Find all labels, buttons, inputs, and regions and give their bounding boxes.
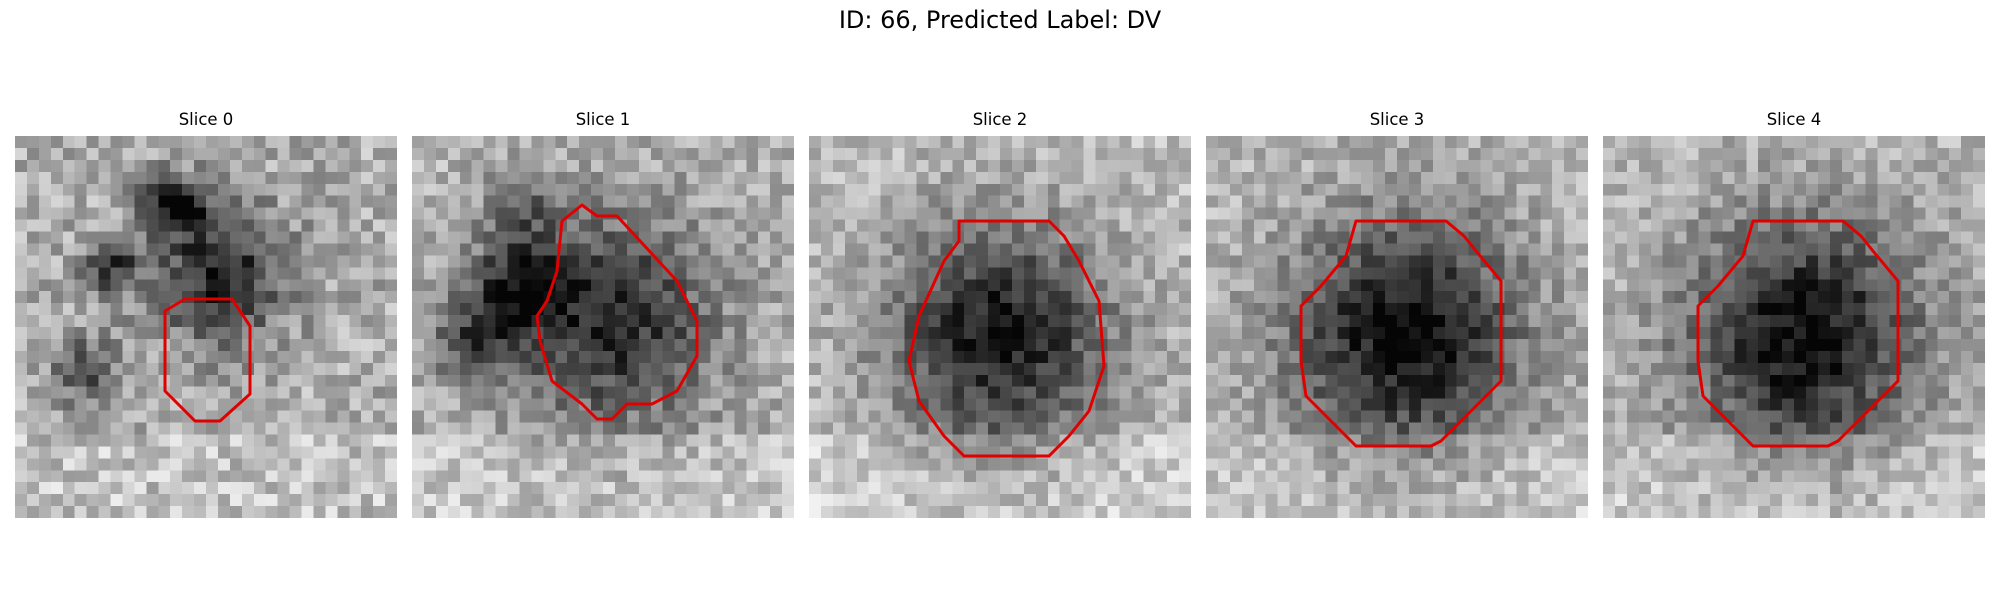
slice-title-0: Slice 0 xyxy=(178,110,234,129)
pixel-grid xyxy=(1206,136,1588,518)
slice-panel-1: Slice 1 xyxy=(412,104,794,518)
slice-panel-4: Slice 4 xyxy=(1603,104,1985,518)
slice-title-2: Slice 2 xyxy=(972,110,1028,129)
pixel-grid xyxy=(809,136,1191,518)
pixel-grid xyxy=(15,136,397,518)
pixel-grid xyxy=(412,136,794,518)
segmentation-contour xyxy=(535,203,699,421)
slice-title-1: Slice 1 xyxy=(575,110,631,129)
segmentation-contour xyxy=(1696,219,1900,448)
segmentation-contour xyxy=(163,297,252,423)
slice-image-2 xyxy=(809,136,1191,518)
slice-image-3 xyxy=(1206,136,1588,518)
slice-panel-0: Slice 0 xyxy=(15,104,397,518)
slice-title-3: Slice 3 xyxy=(1369,110,1425,129)
slice-image-4 xyxy=(1603,136,1985,518)
slice-image-1 xyxy=(412,136,794,518)
segmentation-contour xyxy=(1299,219,1503,448)
slice-image-0 xyxy=(15,136,397,518)
pixel-grid xyxy=(1603,136,1985,518)
slice-title-4: Slice 4 xyxy=(1766,110,1822,129)
figure-title: ID: 66, Predicted Label: DV xyxy=(838,6,1162,34)
slice-panel-3: Slice 3 xyxy=(1206,104,1588,518)
slice-panel-2: Slice 2 xyxy=(809,104,1191,518)
segmentation-contour xyxy=(907,219,1106,458)
